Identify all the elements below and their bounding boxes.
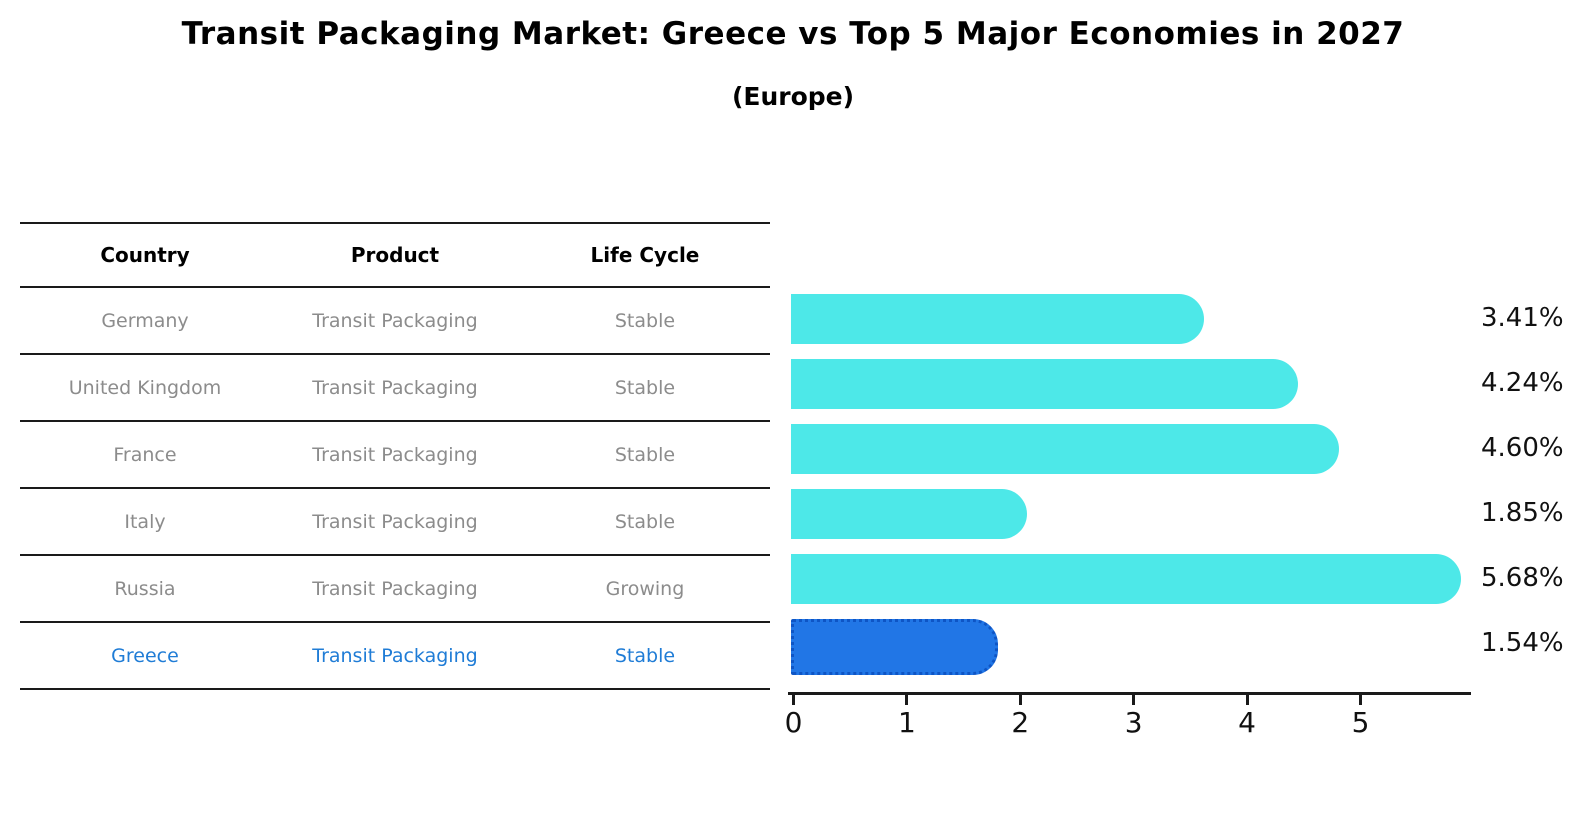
table-header-row: Country Product Life Cycle bbox=[20, 222, 770, 288]
bar-united-kingdom bbox=[791, 359, 1298, 409]
table-row: Germany Transit Packaging Stable bbox=[20, 288, 770, 355]
product-cell: Transit Packaging bbox=[312, 376, 478, 399]
x-tick-label-1: 1 bbox=[897, 706, 916, 739]
country-cell: United Kingdom bbox=[68, 376, 222, 399]
value-label-italy: 1.85% bbox=[1481, 498, 1564, 528]
country-cell: Russia bbox=[114, 577, 176, 600]
value-label-germany: 3.41% bbox=[1481, 303, 1564, 333]
table-row: United Kingdom Transit Packaging Stable bbox=[20, 355, 770, 422]
product-cell: Transit Packaging bbox=[312, 309, 478, 332]
life-cycle-cell: Growing bbox=[605, 577, 685, 600]
x-tick-mark-3 bbox=[1132, 695, 1136, 705]
bar-italy bbox=[791, 489, 1027, 539]
life-cycle-cell: Stable bbox=[614, 309, 676, 332]
table-row: Greece Transit Packaging Stable bbox=[20, 623, 770, 690]
country-cell: Greece bbox=[111, 644, 179, 667]
table-header-product: Product bbox=[350, 243, 440, 267]
x-tick-label-5: 5 bbox=[1351, 706, 1370, 739]
life-cycle-cell: Stable bbox=[614, 644, 676, 667]
x-tick-label-3: 3 bbox=[1124, 706, 1143, 739]
table-header-country: Country bbox=[100, 243, 190, 267]
bar-greece bbox=[791, 619, 998, 675]
table-row: Italy Transit Packaging Stable bbox=[20, 489, 770, 556]
x-tick-label-2: 2 bbox=[1011, 706, 1030, 739]
chart-subtitle: (Europe) bbox=[731, 82, 855, 111]
product-cell: Transit Packaging bbox=[312, 443, 478, 466]
table-row: France Transit Packaging Stable bbox=[20, 422, 770, 489]
x-tick-label-4: 4 bbox=[1238, 706, 1256, 739]
value-label-russia: 5.68% bbox=[1481, 563, 1564, 593]
country-cell: Germany bbox=[101, 309, 189, 332]
life-cycle-cell: Stable bbox=[614, 376, 676, 399]
x-tick-mark-1 bbox=[905, 695, 909, 705]
bar-chart: 3.41% 4.24% 4.60% 1.85% 5.68% 1.54% 0 1 2 3 4 5 bbox=[785, 222, 1564, 739]
table-body: Germany Transit Packaging Stable United … bbox=[20, 288, 770, 690]
life-cycle-cell: Stable bbox=[614, 510, 676, 533]
table-row: Russia Transit Packaging Growing bbox=[20, 556, 770, 623]
x-tick-mark-2 bbox=[1018, 695, 1022, 705]
bar-france bbox=[791, 424, 1339, 474]
product-cell: Transit Packaging bbox=[312, 577, 478, 600]
x-tick-mark-0 bbox=[792, 695, 795, 705]
value-label-france: 4.60% bbox=[1481, 433, 1564, 463]
table-header-life-cycle: Life Cycle bbox=[590, 243, 700, 267]
x-tick-label-0: 0 bbox=[784, 706, 803, 739]
country-cell: Italy bbox=[124, 510, 166, 533]
bar-germany bbox=[791, 294, 1204, 344]
country-cell: France bbox=[113, 443, 177, 466]
bar-russia bbox=[791, 554, 1462, 604]
country-table: Country Product Life Cycle Germany Trans… bbox=[20, 222, 770, 690]
chart-title: Transit Packaging Market: Greece vs Top … bbox=[181, 16, 1405, 52]
product-cell: Transit Packaging bbox=[312, 510, 478, 533]
life-cycle-cell: Stable bbox=[614, 443, 676, 466]
product-cell: Transit Packaging bbox=[312, 644, 478, 667]
x-axis-line bbox=[788, 692, 1471, 695]
value-label-united-kingdom: 4.24% bbox=[1481, 368, 1564, 398]
x-tick-mark-4 bbox=[1245, 695, 1249, 705]
x-tick-mark-5 bbox=[1359, 695, 1362, 705]
value-label-greece: 1.54% bbox=[1481, 628, 1564, 658]
